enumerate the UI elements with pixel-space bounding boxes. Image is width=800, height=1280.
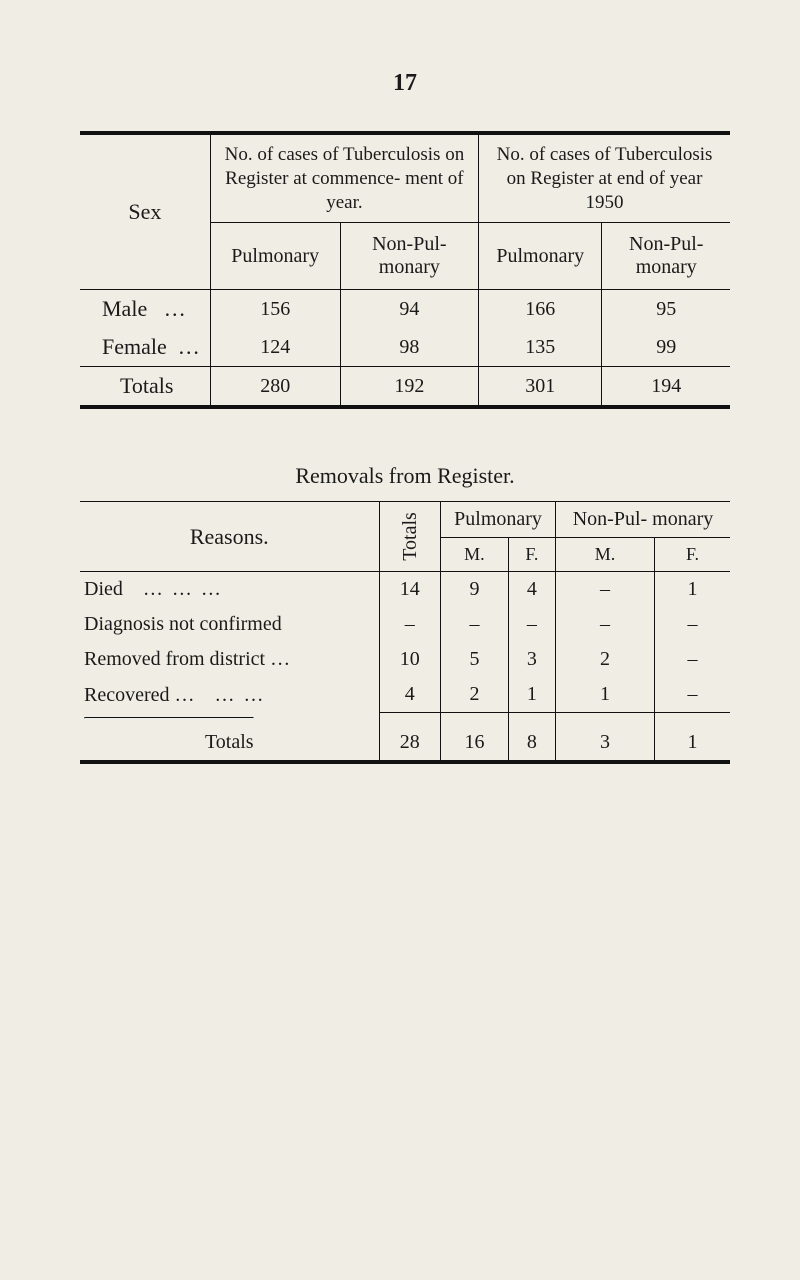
removals-table: Reasons. Totals Pulmonary Non-Pul- monar… xyxy=(80,501,730,764)
cell: 28 xyxy=(379,725,441,762)
short-rule xyxy=(84,717,254,719)
row-female-label: Female … xyxy=(80,328,210,367)
cell: – xyxy=(379,607,441,642)
subhead-nonpul-1: Non-Pul- monary xyxy=(340,223,478,290)
table-row: Male … 156 94 166 95 xyxy=(80,290,730,329)
row-totals-label: Totals xyxy=(80,725,379,762)
cell: 135 xyxy=(479,328,602,367)
group-head-end: No. of cases of Tuberculosis on Register… xyxy=(479,133,730,223)
tuberculosis-cases-table: Sex No. of cases of Tuberculosis on Regi… xyxy=(80,131,730,409)
table-row: Diagnosis not confirmed – – – – – xyxy=(80,607,730,642)
cell: 4 xyxy=(508,572,555,608)
spacer xyxy=(379,713,441,726)
mf-header: M. xyxy=(555,538,654,572)
cell: 1 xyxy=(655,572,731,608)
cell: – xyxy=(555,607,654,642)
cell: 2 xyxy=(441,677,509,713)
cell: 16 xyxy=(441,725,509,762)
spacer xyxy=(655,713,731,726)
mf-header: M. xyxy=(441,538,509,572)
cell: 8 xyxy=(508,725,555,762)
cell: 156 xyxy=(210,290,340,329)
table-row: Died … … … 14 9 4 – 1 xyxy=(80,572,730,608)
row-removed: Removed from district … xyxy=(80,642,379,677)
cell: – xyxy=(441,607,509,642)
spacer xyxy=(441,713,509,726)
pulmonary-header: Pulmonary xyxy=(441,502,556,538)
table-row: Removed from district … 10 5 3 2 – xyxy=(80,642,730,677)
cell: 98 xyxy=(340,328,478,367)
page: 17 Sex No. of cases of Tuberculosis on R… xyxy=(0,0,800,764)
row-male-label: Male … xyxy=(80,290,210,329)
cell: 99 xyxy=(602,328,730,367)
cell: 95 xyxy=(602,290,730,329)
cell: 14 xyxy=(379,572,441,608)
cell: – xyxy=(655,642,731,677)
cell: – xyxy=(508,607,555,642)
cell: 194 xyxy=(602,367,730,408)
subhead-pulmonary-2: Pulmonary xyxy=(479,223,602,290)
nonpulmonary-header: Non-Pul- monary xyxy=(555,502,730,538)
mf-header: F. xyxy=(655,538,731,572)
cell: 280 xyxy=(210,367,340,408)
row-recovered: Recovered … … … xyxy=(80,677,379,713)
cell: 94 xyxy=(340,290,478,329)
cell: 3 xyxy=(555,725,654,762)
table-row: Female … 124 98 135 99 xyxy=(80,328,730,367)
sex-header: Sex xyxy=(80,133,210,290)
table-row: Recovered … … … 4 2 1 1 – xyxy=(80,677,730,713)
cell: 1 xyxy=(508,677,555,713)
cell: 166 xyxy=(479,290,602,329)
short-rule-cell xyxy=(80,713,379,726)
cell: – xyxy=(655,677,731,713)
row-died: Died … … … xyxy=(80,572,379,608)
cell: – xyxy=(555,572,654,608)
spacer xyxy=(508,713,555,726)
row-totals-label: Totals xyxy=(80,367,210,408)
mf-header: F. xyxy=(508,538,555,572)
cell: – xyxy=(655,607,731,642)
subhead-nonpul-2: Non-Pul- monary xyxy=(602,223,730,290)
row-diagnosis: Diagnosis not confirmed xyxy=(80,607,379,642)
cell: 192 xyxy=(340,367,478,408)
table-row-totals: Totals 280 192 301 194 xyxy=(80,367,730,408)
reasons-header: Reasons. xyxy=(80,502,379,572)
cell: 301 xyxy=(479,367,602,408)
page-number: 17 xyxy=(80,70,730,97)
cell: 124 xyxy=(210,328,340,367)
removals-subtitle: Removals from Register. xyxy=(80,463,730,489)
subhead-pulmonary-1: Pulmonary xyxy=(210,223,340,290)
cell: 1 xyxy=(655,725,731,762)
cell: 3 xyxy=(508,642,555,677)
table-row-totals: Totals 28 16 8 3 1 xyxy=(80,725,730,762)
cell: 10 xyxy=(379,642,441,677)
cell: 2 xyxy=(555,642,654,677)
cell: 5 xyxy=(441,642,509,677)
cell: 1 xyxy=(555,677,654,713)
group-head-commence: No. of cases of Tuberculosis on Register… xyxy=(210,133,478,223)
spacer xyxy=(555,713,654,726)
cell: 4 xyxy=(379,677,441,713)
cell: 9 xyxy=(441,572,509,608)
totals-header: Totals xyxy=(379,502,441,572)
